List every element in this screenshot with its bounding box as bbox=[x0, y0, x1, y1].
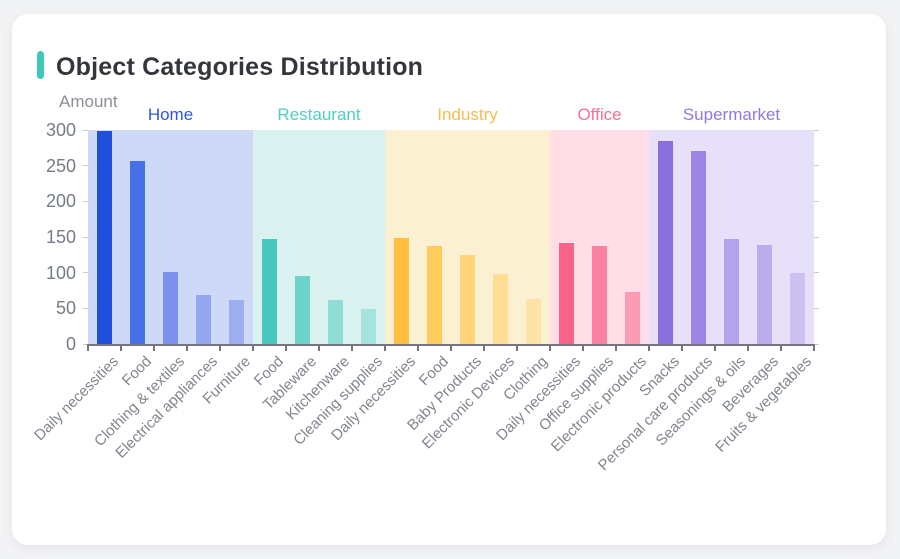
x-axis-tick bbox=[813, 344, 815, 351]
y-axis-tick-left bbox=[83, 165, 88, 167]
x-axis-tick bbox=[648, 344, 650, 351]
bar[interactable] bbox=[328, 299, 343, 344]
y-axis-label: 200 bbox=[45, 191, 76, 212]
y-axis-label: 150 bbox=[45, 227, 76, 247]
y-axis-tick-right bbox=[814, 343, 819, 345]
y-axis-tick-right bbox=[814, 200, 819, 202]
y-axis-tick-right bbox=[814, 272, 819, 274]
y-axis-tick-right bbox=[814, 165, 819, 167]
x-axis-tick bbox=[582, 344, 584, 351]
x-axis-tick bbox=[384, 344, 386, 351]
bar[interactable] bbox=[790, 272, 805, 344]
y-axis-label: 0 bbox=[65, 334, 76, 354]
x-axis-tick bbox=[516, 344, 518, 351]
bar[interactable] bbox=[526, 299, 541, 344]
y-axis-label: 50 bbox=[55, 298, 76, 319]
bar[interactable] bbox=[130, 161, 145, 344]
y-axis-tick-right bbox=[814, 307, 819, 309]
x-axis-tick bbox=[153, 344, 155, 351]
bar[interactable] bbox=[493, 274, 508, 344]
x-axis-tick bbox=[747, 344, 749, 351]
chart: Home Daily necessities Food Clothing & text… bbox=[12, 14, 886, 545]
y-axis-tick-left bbox=[83, 200, 88, 202]
bar[interactable] bbox=[658, 141, 673, 344]
x-axis-tick bbox=[219, 344, 221, 351]
group-label-office: Office bbox=[577, 105, 622, 124]
x-axis-tick bbox=[483, 344, 485, 351]
group-label-supermarket: Supermarket bbox=[682, 105, 781, 124]
bar[interactable] bbox=[229, 299, 244, 344]
group-label-industry: Industry bbox=[437, 105, 498, 124]
bar[interactable] bbox=[163, 271, 178, 344]
x-axis-tick bbox=[318, 344, 320, 351]
y-axis-tick-left bbox=[83, 236, 88, 238]
y-axis-tick-left bbox=[83, 129, 88, 131]
x-axis-tick bbox=[120, 344, 122, 351]
bar[interactable] bbox=[97, 131, 112, 344]
y-axis-tick-left bbox=[83, 343, 88, 345]
bar[interactable] bbox=[691, 151, 706, 344]
bar[interactable] bbox=[394, 237, 409, 344]
bar[interactable] bbox=[427, 245, 442, 344]
x-axis-tick bbox=[186, 344, 188, 351]
x-axis-tick bbox=[714, 344, 716, 351]
group-label-restaurant: Restaurant bbox=[277, 105, 361, 124]
x-axis-tick bbox=[549, 344, 551, 351]
bar[interactable] bbox=[559, 242, 574, 344]
bar[interactable] bbox=[592, 245, 607, 344]
title-accent-bar bbox=[37, 51, 44, 79]
bar[interactable] bbox=[460, 254, 475, 344]
y-axis-title: Amount bbox=[59, 92, 118, 111]
group-label-home: Home bbox=[147, 105, 194, 124]
chart-card: Object Categories Distribution Amount Ho… bbox=[12, 14, 886, 545]
page-title: Object Categories Distribution bbox=[56, 53, 424, 81]
bar[interactable] bbox=[196, 295, 211, 344]
x-axis-tick bbox=[417, 344, 419, 351]
x-axis-tick bbox=[252, 344, 254, 351]
y-axis-label: 250 bbox=[45, 155, 76, 176]
bar[interactable] bbox=[757, 244, 772, 344]
bar[interactable] bbox=[361, 309, 376, 344]
x-axis-tick bbox=[87, 344, 89, 351]
y-axis-tick-right bbox=[814, 129, 819, 131]
x-axis-tick bbox=[615, 344, 617, 351]
bar[interactable] bbox=[262, 239, 277, 344]
y-axis-tick-left bbox=[83, 272, 88, 274]
y-axis-tick-left bbox=[83, 307, 88, 309]
bar[interactable] bbox=[724, 239, 739, 344]
y-axis-label: 300 bbox=[45, 120, 76, 140]
y-axis-label: 100 bbox=[45, 262, 76, 283]
x-axis-tick bbox=[351, 344, 353, 351]
bar[interactable] bbox=[295, 276, 310, 344]
x-axis-tick bbox=[780, 344, 782, 351]
x-axis-tick bbox=[450, 344, 452, 351]
bar[interactable] bbox=[625, 291, 640, 344]
x-axis-tick bbox=[681, 344, 683, 351]
y-axis-tick-right bbox=[814, 236, 819, 238]
x-axis-tick bbox=[285, 344, 287, 351]
